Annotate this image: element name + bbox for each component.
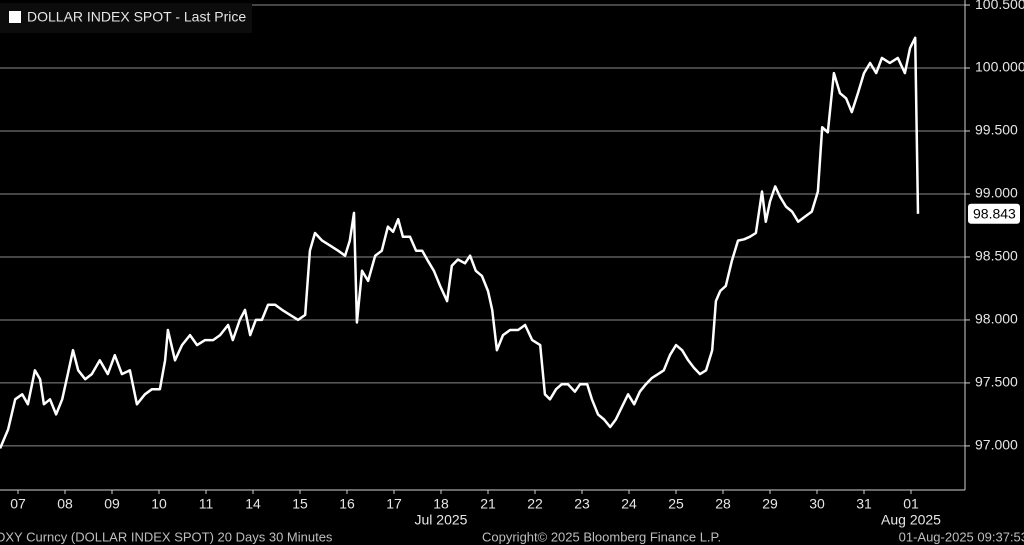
y-tick-label: 99.500 [975, 122, 1018, 138]
x-tick-label: 23 [574, 496, 590, 512]
x-tick-label: 31 [856, 496, 872, 512]
month-label: Jul 2025 [415, 512, 468, 528]
x-tick-label: 18 [433, 496, 449, 512]
x-tick-label: 01 [903, 496, 919, 512]
last-price-label: 98.843 [973, 205, 1016, 221]
x-tick-label: 29 [762, 496, 778, 512]
footer-copyright: Copyright© 2025 Bloomberg Finance L.P. [482, 529, 721, 544]
price-line [0, 36, 920, 449]
x-tick-label: 07 [10, 496, 26, 512]
x-tick-label: 15 [292, 496, 308, 512]
x-tick-label: 17 [386, 496, 402, 512]
x-tick-label: 24 [621, 496, 637, 512]
y-tick-label: 98.500 [975, 248, 1018, 264]
x-tick-label: 10 [151, 496, 167, 512]
x-tick-label: 21 [480, 496, 496, 512]
x-tick-label: 09 [104, 496, 120, 512]
last-price-tag [968, 203, 1020, 224]
y-tick-label: 99.000 [975, 185, 1018, 201]
legend-box [0, 3, 252, 33]
x-tick-label: 22 [527, 496, 543, 512]
x-tick-label: 30 [809, 496, 825, 512]
y-tick-label: 98.000 [975, 311, 1018, 327]
x-tick-label: 25 [668, 496, 684, 512]
x-tick-label: 28 [715, 496, 731, 512]
footer-timestamp: 01-Aug-2025 09:37:53 [899, 529, 1024, 544]
y-tick-label: 100.500 [975, 0, 1024, 12]
legend-swatch [9, 11, 21, 23]
x-tick-label: 14 [245, 496, 261, 512]
footer-ticker: DXY Curncy (DOLLAR INDEX SPOT) 20 Days 3… [0, 529, 333, 544]
x-tick-label: 16 [339, 496, 355, 512]
y-tick-label: 100.000 [975, 59, 1024, 75]
month-label: Aug 2025 [881, 512, 941, 528]
x-tick-label: 08 [57, 496, 73, 512]
legend-label: DOLLAR INDEX SPOT - Last Price [27, 9, 246, 25]
x-tick-label: 11 [199, 496, 214, 512]
y-tick-label: 97.000 [975, 437, 1018, 453]
y-tick-label: 97.500 [975, 374, 1018, 390]
